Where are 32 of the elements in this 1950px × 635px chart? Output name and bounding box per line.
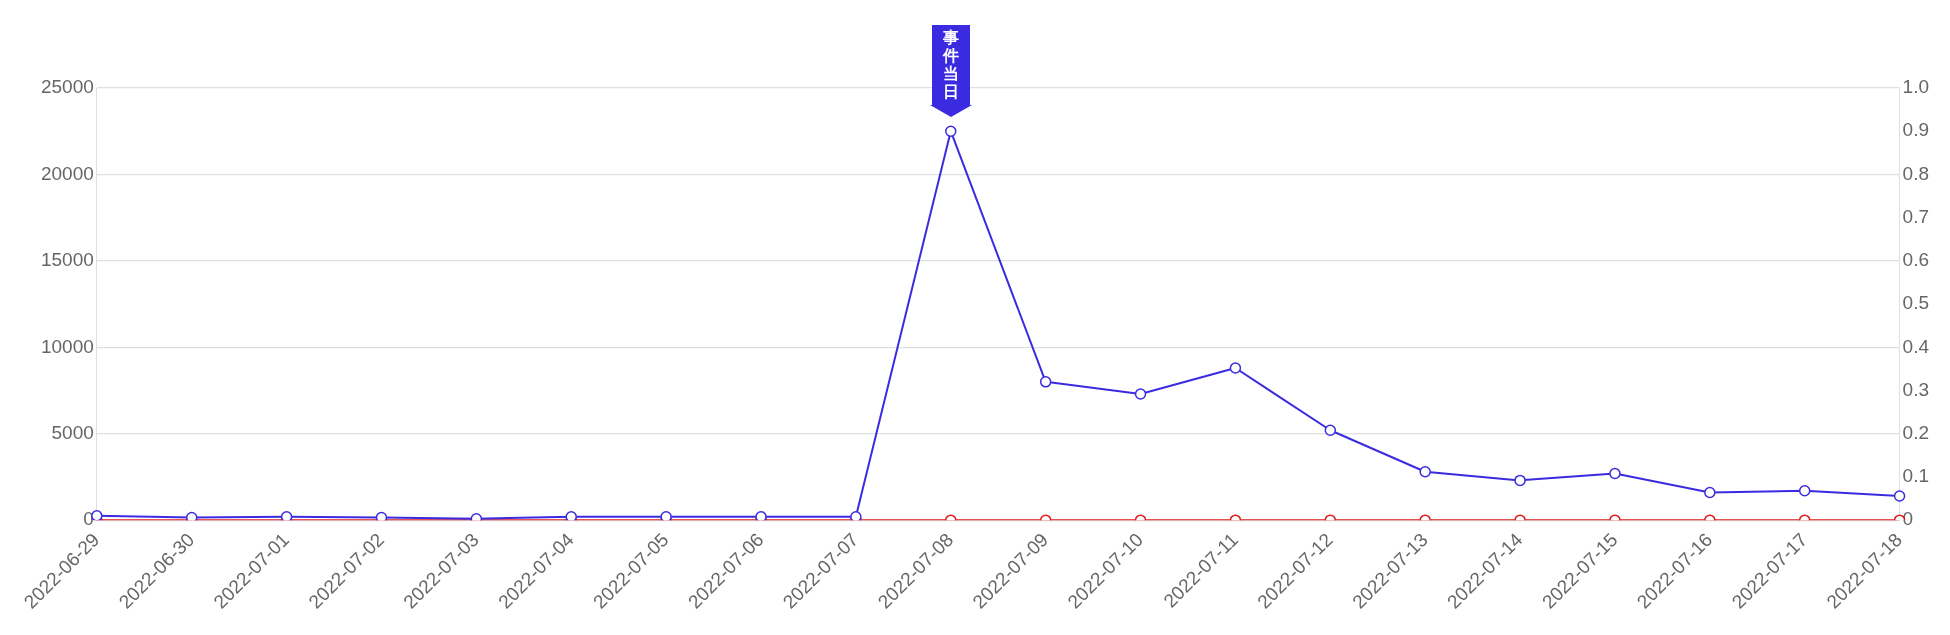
y-tick-label: 15000: [40, 249, 94, 271]
point: [1609, 467, 1621, 480]
point: [1419, 466, 1431, 478]
y2-tick-label: 0.9: [1902, 119, 1930, 141]
y2-tick-label: 0.5: [1902, 292, 1930, 314]
y2-tick-label: 0.7: [1902, 205, 1930, 227]
point: [1134, 388, 1147, 400]
point: [280, 510, 293, 521]
point: [850, 510, 862, 521]
point: [1704, 486, 1716, 499]
annotation: 事件当日: [931, 25, 970, 106]
point: [945, 125, 957, 137]
y2-tick-label: 0.2: [1902, 421, 1930, 443]
y2-tick-label: 0.1: [1902, 465, 1930, 487]
point: [755, 510, 767, 521]
y2-tick-label: 0.4: [1902, 335, 1930, 357]
point: [1324, 424, 1337, 437]
y2-tick-label: 0.3: [1902, 378, 1930, 400]
point: [565, 510, 577, 521]
point: [660, 510, 672, 521]
point: [1893, 490, 1906, 502]
y-tick-label: 10000: [40, 335, 94, 357]
point: [1798, 485, 1811, 497]
y2-tick-label: 0.6: [1902, 249, 1930, 271]
y-tick-label: 25000: [40, 76, 94, 98]
point: [1514, 474, 1526, 487]
point: [1039, 376, 1052, 388]
y2-tick-label: 0.8: [1902, 162, 1930, 184]
point: [1229, 362, 1242, 374]
y2-tick-label: 1.0: [1902, 76, 1930, 98]
y-tick-label: 20000: [40, 162, 94, 184]
y-tick-label: 5000: [51, 421, 94, 443]
